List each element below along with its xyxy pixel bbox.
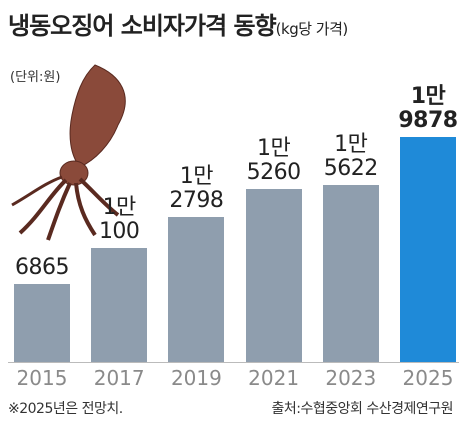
chart-title: 냉동오징어 소비자가격 동향 [8, 12, 277, 40]
source: 출처:수협중앙회 수산경제연구원 [271, 401, 454, 417]
unit-note: (단위:원) [10, 70, 61, 85]
baseline [8, 362, 459, 363]
bar [91, 247, 148, 362]
squid-illustration [11, 64, 126, 241]
title-line: 냉동오징어 소비자가격 동향(kg당 가격) [8, 6, 348, 41]
value-label: 1만 2798 [169, 164, 224, 214]
bar [322, 185, 379, 362]
value-label: 1만 5622 [323, 132, 379, 182]
x-tick-label: 2015 [16, 366, 68, 390]
bar [400, 137, 456, 362]
x-tick-label: 2023 [325, 366, 377, 390]
footnote: ※2025년은 전망치. [8, 401, 123, 417]
x-tick-label: 2019 [170, 366, 222, 390]
x-tick-label: 2025 [402, 366, 454, 390]
value-label: 1만 9878 [398, 84, 458, 134]
bar [245, 189, 302, 362]
bar [14, 284, 70, 362]
value-label: 1만 100 [98, 194, 140, 244]
x-tick-label: 2017 [93, 366, 145, 390]
x-tick-label: 2021 [248, 366, 300, 390]
bar [168, 217, 225, 362]
value-label: 1만 5260 [246, 136, 302, 186]
chart-subtitle: (kg당 가격) [275, 20, 349, 38]
value-label: 6865 [15, 255, 70, 281]
